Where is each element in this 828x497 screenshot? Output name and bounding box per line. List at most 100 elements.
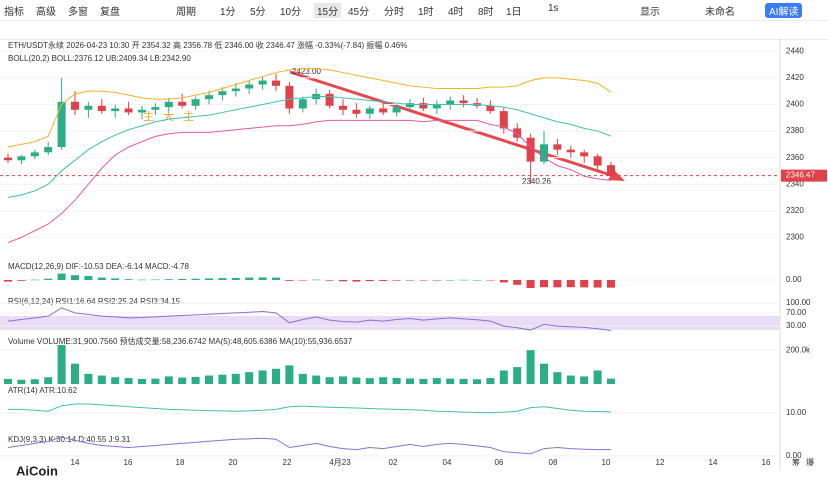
candle-body (365, 108, 374, 114)
toolbar-item[interactable]: 周期 (176, 7, 196, 18)
candle-body (285, 85, 294, 109)
bar (406, 378, 414, 384)
corner: 爆 (806, 457, 814, 467)
rsi-legend: RSI(6,12,24) RSI1:16.64 RSI2:25.24 RSI3:… (8, 297, 181, 306)
toolbar-item[interactable]: 4时 (448, 7, 464, 18)
bar (553, 372, 562, 384)
x-tick-label: 16 (124, 458, 133, 467)
bar (111, 278, 120, 280)
y-tick-label: 2300 (786, 233, 804, 242)
bar (258, 370, 267, 384)
watermark: 大 (163, 109, 174, 123)
candle-body (4, 157, 12, 161)
toolbar-item[interactable]: 指标 (4, 7, 24, 18)
macd-legend: MACD(12,26,9) DIF:-10.53 DEA:-6.14 MACD:… (8, 262, 190, 271)
candle-body (138, 109, 146, 113)
bar (17, 280, 26, 281)
bar (231, 277, 240, 280)
toolbar-item[interactable]: 未命名 (705, 7, 735, 18)
bar (124, 279, 133, 280)
bar (540, 280, 548, 288)
candle-body (459, 100, 468, 104)
toolbar-item[interactable]: 复盘 (100, 7, 120, 18)
bar (57, 273, 66, 280)
price-tag-label: 2346.47 (786, 171, 815, 180)
toolbar-item[interactable]: 分时 (384, 7, 404, 18)
toolbar-item[interactable]: 1分 (220, 7, 236, 18)
toolbar-item[interactable]: AI解读 (765, 3, 803, 18)
x-tick-label: 06 (495, 458, 504, 467)
bar (459, 378, 468, 384)
bar (459, 279, 468, 281)
bar (97, 277, 106, 280)
bar (419, 378, 428, 384)
bar (580, 280, 589, 288)
bar (30, 279, 39, 281)
bar (513, 280, 522, 285)
bar (526, 350, 535, 384)
candle-body (352, 109, 361, 114)
price-tag (781, 169, 827, 182)
bar (392, 280, 401, 281)
candle-body (231, 88, 240, 92)
toolbar-item[interactable]: 多窗 (68, 7, 88, 18)
arrow-head (608, 170, 625, 181)
candle-body (379, 108, 388, 113)
bar (71, 363, 79, 384)
toolbar-item[interactable]: 45分 (348, 7, 370, 18)
toolbar-item[interactable]: 10分 (280, 7, 302, 18)
toolbar-item[interactable]: 1日 (506, 7, 522, 18)
x-tick-label: 10 (602, 458, 611, 467)
candle-body (499, 111, 508, 129)
bar (218, 374, 227, 384)
bar (486, 280, 495, 281)
candle-body (258, 80, 267, 85)
y-tick-label: 0.00 (786, 275, 802, 284)
x-tick-label: 18 (176, 458, 185, 467)
bar (298, 280, 307, 281)
x-tick-label: 04 (443, 458, 452, 467)
candle-body (486, 105, 495, 112)
candle-body (205, 95, 213, 100)
toolbar-item[interactable]: 8时 (478, 7, 494, 18)
toolbar-item[interactable]: 5分 (250, 7, 266, 18)
candle-body (30, 152, 39, 157)
y-tick-label: 2400 (786, 100, 804, 109)
candle-body (339, 105, 347, 110)
candle-body (593, 156, 602, 166)
boll-legend: BOLL(20,2) BOLL:2376.12 UB:2409.34 LB:23… (8, 54, 191, 63)
candle-body (392, 107, 401, 113)
candle-body (513, 128, 522, 138)
candle-body (191, 99, 200, 106)
bar (352, 377, 361, 384)
y-tick-label: 2380 (786, 126, 804, 135)
kdj-legend: KDJ(9,3,3) K:30.14 D:40.55 J:9.31 (8, 435, 131, 444)
toolbar-item[interactable]: 15分 (314, 3, 342, 18)
candle-body (446, 100, 455, 105)
candle-body (124, 108, 133, 113)
bar (379, 280, 388, 281)
x-tick-label: 02 (389, 458, 398, 467)
toolbar-item[interactable]: 高级 (36, 7, 56, 18)
y-tick-label: 2440 (786, 46, 804, 55)
toolbar-item[interactable]: 1s (548, 3, 559, 14)
corner: 筹 (792, 457, 800, 467)
bar (151, 378, 160, 384)
bar (218, 278, 227, 280)
toolbar-item[interactable]: 1时 (418, 7, 434, 18)
toolbar-item[interactable]: 显示 (640, 7, 660, 18)
candle-body (245, 84, 254, 89)
candle-body (607, 165, 615, 176)
bar (446, 280, 455, 281)
candle-body (432, 104, 441, 109)
y-tick-label: 10.00 (786, 408, 807, 417)
x-tick-label: 16 (762, 458, 771, 467)
candle-body (566, 149, 575, 153)
low-annotation: 2340.26 (522, 177, 551, 186)
candle-body (325, 93, 334, 106)
bar (164, 376, 173, 384)
bar (272, 368, 280, 384)
bar (365, 378, 374, 384)
